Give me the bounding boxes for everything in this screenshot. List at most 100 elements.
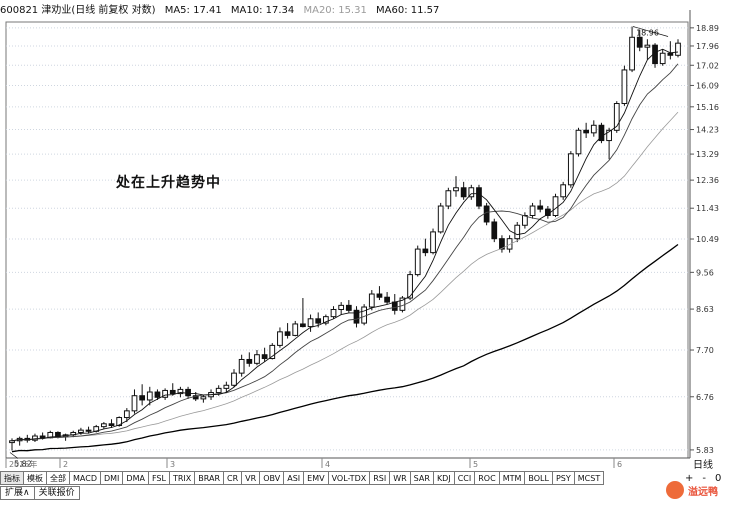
candle-body — [636, 36, 643, 48]
price-tick-label: 9.56 — [696, 268, 714, 277]
ma10-line — [11, 63, 679, 442]
price-tick-label: 16.09 — [696, 81, 719, 90]
candle-body — [407, 274, 413, 299]
indicator-tab[interactable]: BRAR — [195, 471, 225, 485]
indicator-tab[interactable]: DMA — [123, 471, 149, 485]
candle-body — [246, 358, 253, 364]
bottom-tab[interactable]: 关联报价 — [34, 486, 80, 500]
ma10-readout: MA10: 17.34 — [230, 5, 295, 16]
time-label: 2015年 — [9, 459, 37, 469]
candle-body — [598, 124, 605, 142]
candle-body — [659, 52, 666, 65]
candle-body — [391, 301, 398, 311]
time-label: 4 — [325, 460, 330, 469]
time-label: 3 — [170, 460, 175, 469]
candle-body — [39, 435, 46, 439]
candle-body — [453, 187, 459, 192]
indicator-tab[interactable]: ASI — [284, 471, 305, 485]
indicator-tab[interactable]: PSY — [552, 471, 575, 485]
indicator-tab[interactable]: FSL — [148, 471, 170, 485]
candle-body — [215, 387, 222, 394]
indicator-tab[interactable]: CCI — [454, 471, 476, 485]
bottom-tab[interactable]: 扩展∧ — [0, 486, 35, 500]
indicator-tab[interactable]: VR — [242, 471, 261, 485]
indicator-tab[interactable]: CR — [224, 471, 243, 485]
ma20-readout: MA20: 15.31 — [303, 5, 367, 16]
candle-body — [154, 391, 161, 398]
ma20-line — [11, 111, 679, 442]
candle-body — [169, 389, 176, 395]
indicator-tab[interactable]: TRIX — [169, 471, 196, 485]
trend-annotation: 处在上升趋势中 — [116, 175, 221, 191]
candle-body — [78, 429, 84, 433]
candle-body — [606, 129, 612, 142]
candle-body — [330, 309, 337, 318]
candle-body — [269, 344, 276, 360]
zoom-in-button[interactable]: + — [685, 473, 694, 484]
candle-body — [621, 69, 628, 105]
watermark-text: 溢远鸭 — [688, 486, 718, 498]
low-leader-line — [9, 452, 19, 459]
candle-body — [522, 215, 528, 226]
indicator-tab[interactable]: 模板 — [24, 471, 47, 485]
candle-body — [590, 124, 597, 134]
indicator-tab[interactable]: DMI — [100, 471, 124, 485]
indicator-tab[interactable]: SAR — [410, 471, 434, 485]
ma5-line — [11, 48, 679, 442]
candle-body — [476, 187, 482, 207]
period-label[interactable]: 日线 — [693, 460, 713, 471]
indicator-tab[interactable]: EMV — [304, 471, 329, 485]
price-tick-label: 10.49 — [696, 235, 719, 244]
candle-body — [629, 36, 635, 71]
stock-title: 600821 津劝业(日线 前复权 对数) — [0, 5, 156, 16]
zoom-out-button[interactable]: - — [702, 473, 706, 484]
indicator-tab[interactable]: MTM — [499, 471, 526, 485]
price-tick-label: 15.16 — [696, 103, 719, 112]
candle-body — [177, 388, 184, 395]
candle-body — [613, 103, 620, 131]
price-tick-label: 8.63 — [696, 305, 714, 314]
indicator-tab[interactable]: BOLL — [525, 471, 553, 485]
price-tick-label: 17.96 — [696, 42, 719, 51]
indicator-tab[interactable]: KDJ — [433, 471, 455, 485]
candle-body — [223, 384, 230, 389]
candle-body — [430, 231, 436, 254]
indicator-tab[interactable]: MACD — [70, 471, 101, 485]
indicator-tab[interactable]: 全部 — [47, 471, 70, 485]
candle-body — [307, 318, 314, 328]
candle-body — [322, 316, 329, 324]
indicator-tab[interactable]: MCST — [574, 471, 605, 485]
candle-body — [499, 238, 505, 250]
candle-body — [292, 323, 299, 336]
candle-body — [231, 372, 237, 386]
chart-header: 600821 津劝业(日线 前复权 对数) MA5: 17.41 MA10: 1… — [0, 0, 690, 22]
high-leader-line — [632, 26, 669, 37]
candle-body — [368, 293, 375, 308]
indicator-tab[interactable]: 指标 — [0, 471, 24, 485]
candle-body — [529, 205, 536, 217]
zoom-reset-button[interactable]: 0 — [715, 473, 722, 484]
indicator-tab[interactable]: WR — [390, 471, 411, 485]
candle-body — [162, 389, 168, 398]
candle-body — [139, 395, 146, 401]
candle-body — [514, 224, 521, 240]
candle-body — [238, 358, 245, 374]
indicator-tab[interactable]: OBV — [260, 471, 285, 485]
candle-body — [437, 205, 444, 233]
candle-body — [108, 423, 115, 427]
indicator-tab[interactable]: VOL-TDX — [328, 471, 371, 485]
indicator-tab[interactable]: ROC — [475, 471, 500, 485]
candle-body — [200, 396, 207, 400]
ma5-readout: MA5: 17.41 — [164, 5, 222, 16]
candle-body — [422, 248, 429, 254]
watermark: 溢远鸭 — [666, 481, 718, 499]
candle-body — [277, 331, 283, 346]
indicator-tab[interactable]: RSI — [370, 471, 391, 485]
candle-body — [100, 423, 107, 428]
candle-body — [123, 410, 130, 419]
candle-body — [460, 187, 467, 198]
candle-body — [345, 304, 352, 311]
time-label: 2 — [63, 460, 68, 469]
price-tick-label: 18.89 — [696, 24, 719, 33]
